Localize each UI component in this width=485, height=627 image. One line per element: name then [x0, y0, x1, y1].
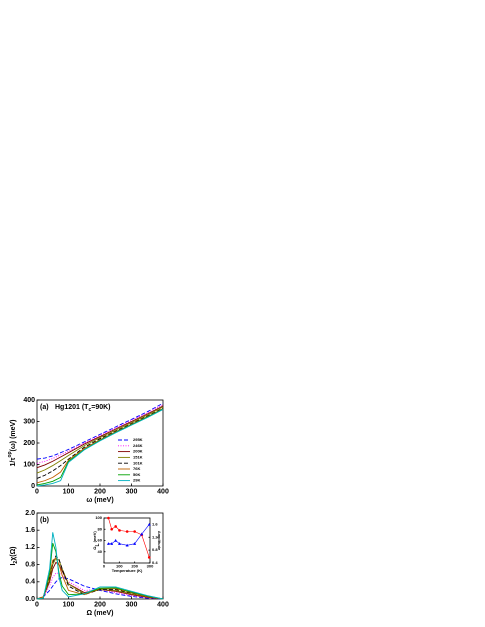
y-tick-label: 60: [98, 538, 103, 543]
x-tick-label: 200: [131, 563, 138, 568]
series-line: [36, 555, 164, 600]
legend-label: 200K: [133, 449, 143, 454]
y-tick-label: 1.6: [25, 527, 35, 534]
x-tick-label: 100: [63, 601, 75, 608]
legend-label: 76K: [133, 466, 140, 471]
legend-label: 246K: [133, 443, 143, 448]
y-tick-label: 0.0: [25, 596, 35, 603]
marker: [107, 516, 110, 520]
legend-label: 101K: [133, 460, 143, 465]
annotation-part: =90K): [91, 404, 110, 411]
marker: [125, 543, 129, 547]
y-axis-label: 1/τop(ω) (meV): [7, 419, 17, 466]
y-tick-label: 100: [23, 461, 35, 468]
y-axis-label-part: (meV): [92, 531, 97, 544]
marker: [140, 532, 144, 536]
panel-label: (a): [40, 404, 49, 411]
y-tick-label: 0.4: [25, 579, 35, 586]
marker: [117, 542, 121, 545]
y-tick-label: 80: [98, 526, 103, 531]
y-axis-label-part: L: [95, 543, 101, 546]
y-tick-label: 100: [95, 515, 102, 520]
annotation-part: Hg1201 (T: [55, 404, 89, 411]
y-axis-label: ΩL (meV): [92, 531, 101, 550]
x-tick-label: 200: [94, 488, 106, 495]
y-tick-label: 1.2: [25, 544, 35, 551]
series-line: [36, 405, 164, 469]
y-tick-label: 300: [23, 418, 35, 425]
x-tick-label: 300: [147, 563, 154, 568]
annotation-part: c: [88, 407, 91, 413]
marker: [147, 522, 151, 526]
y2-tick-label: 0.4: [152, 560, 158, 565]
y-axis-label: I2χ(Ω): [10, 546, 19, 565]
marker: [114, 538, 118, 542]
marker: [110, 542, 114, 545]
x-tick-label: 300: [126, 488, 138, 495]
y2-axis-label: Amplitude: [157, 531, 162, 551]
x-tick-label: 0: [35, 488, 39, 495]
panel-label: (b): [40, 517, 49, 524]
legend-label: 295K: [133, 437, 143, 442]
y-tick-label: 40: [98, 549, 103, 554]
y-axis-label-part: 1/τ: [10, 457, 17, 467]
series-line: [108, 524, 150, 546]
y-axis-label-part: I: [10, 564, 17, 566]
marker: [147, 556, 151, 559]
y-tick-label: 400: [23, 397, 35, 404]
marker: [125, 530, 129, 533]
y2-tick-label: 0.8: [152, 547, 158, 552]
y-axis-label-part: Ω: [92, 546, 97, 550]
legend-label: 151K: [133, 454, 143, 459]
y-tick-label: 2.0: [25, 510, 35, 517]
x-axis-label: Ω (meV): [86, 610, 113, 617]
series-line: [36, 406, 164, 474]
y2-tick-label: 1.6: [152, 521, 158, 526]
legend-label: 29K: [133, 478, 140, 483]
series-line: [36, 542, 164, 600]
y2-tick-label: 1.2: [152, 534, 158, 539]
x-tick-label: 0: [103, 563, 106, 568]
y-axis-label-part: op: [7, 451, 13, 457]
series-line: [36, 408, 164, 484]
legend-label: 50K: [133, 472, 140, 477]
x-tick-label: 0: [35, 601, 39, 608]
series-line: [36, 557, 164, 600]
series-line: [36, 532, 164, 600]
x-tick-label: 400: [157, 601, 169, 608]
marker: [133, 530, 136, 533]
x-tick-label: 100: [116, 563, 123, 568]
series-line: [36, 402, 164, 460]
y-axis-label-part: (ω) (meV): [10, 419, 17, 451]
marker: [110, 527, 113, 531]
marker: [114, 525, 117, 528]
y-axis-label-part: χ(Ω): [10, 546, 17, 560]
marker: [133, 542, 137, 545]
x-tick-label: 100: [63, 488, 75, 495]
inset-background: [104, 518, 150, 563]
y-tick-label: 200: [23, 440, 35, 447]
x-tick-label: 200: [94, 601, 106, 608]
annotation: Hg1201 (Tc=90K): [55, 404, 111, 413]
series-line: [36, 407, 164, 479]
x-tick-label: 300: [126, 601, 138, 608]
y-tick-label: 0: [31, 483, 35, 490]
y-axis-label-part: 2: [13, 561, 19, 564]
x-axis-label: ω (meV): [86, 497, 113, 504]
x-tick-label: 400: [157, 488, 169, 495]
y-tick-label: 0.8: [25, 561, 35, 568]
series-line: [36, 557, 164, 600]
series-line: [36, 561, 164, 600]
marker: [118, 529, 121, 532]
marker: [106, 542, 110, 545]
x-axis-label: Temperature (K): [112, 568, 143, 573]
series-line: [36, 408, 164, 486]
series-line: [36, 409, 164, 487]
